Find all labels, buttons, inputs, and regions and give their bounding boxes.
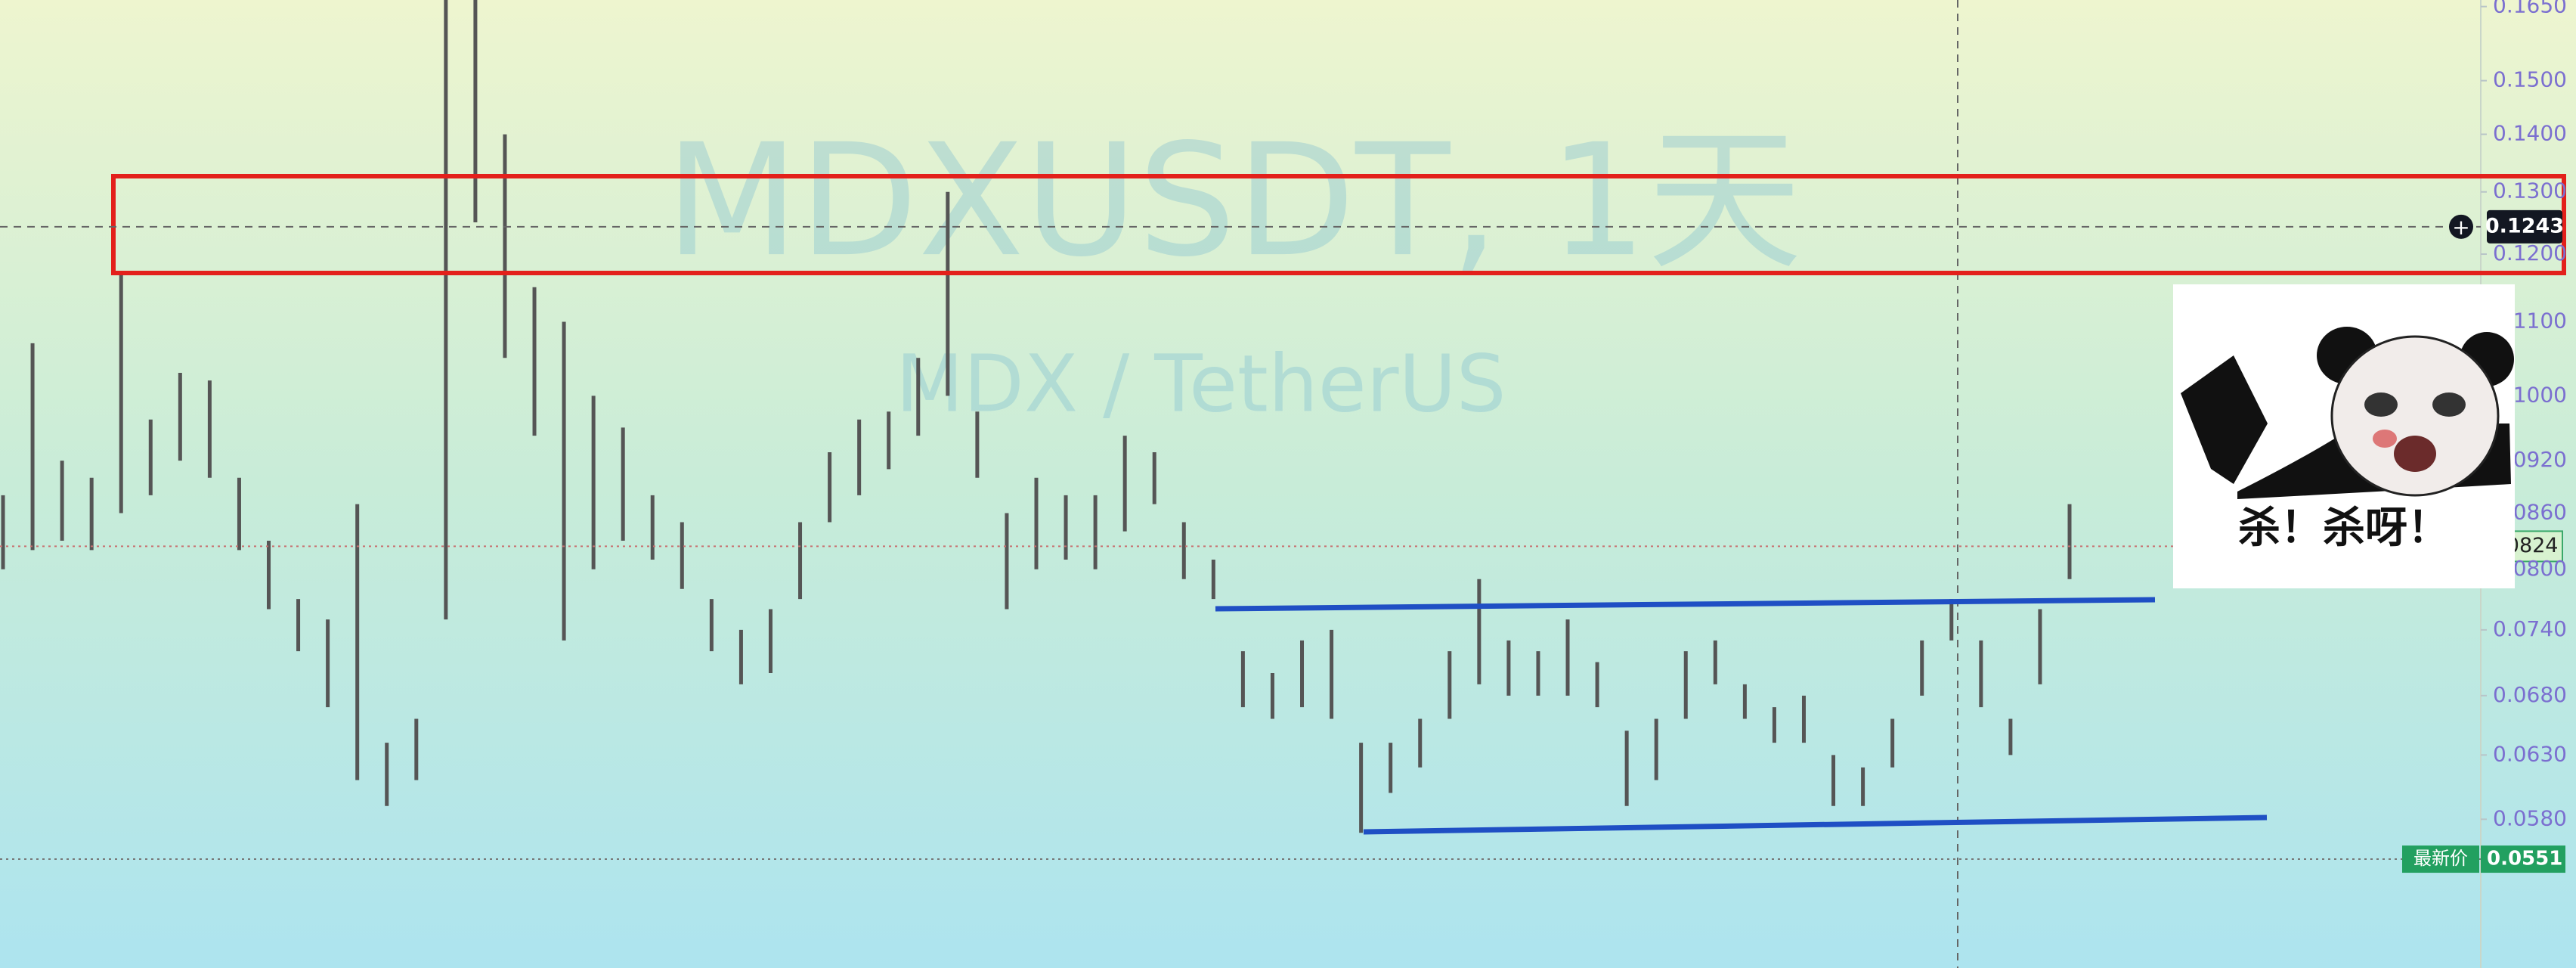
trend-line-upper xyxy=(1215,597,2156,612)
sticker-caption: 杀！杀呀！ xyxy=(2238,504,2450,553)
last-price-box xyxy=(2481,845,2565,873)
sticker: 杀！杀呀！ xyxy=(2173,284,2515,588)
y-tick-label: 0.1200 xyxy=(2493,240,2567,265)
y-tick-label: 0.1300 xyxy=(2493,178,2567,203)
crosshair-price-box xyxy=(2487,209,2562,244)
y-tick-label: 0.0630 xyxy=(2493,741,2567,766)
watermark-title: MDXUSDT, 1天 xyxy=(665,111,1802,291)
last-price-tag xyxy=(2402,845,2479,873)
panda-eye xyxy=(2432,392,2466,417)
y-tick-label: 0.0740 xyxy=(2493,616,2567,641)
panda-mouth xyxy=(2394,436,2436,472)
panda-nose xyxy=(2373,430,2397,448)
y-tick-label: 0.1650 xyxy=(2493,0,2567,18)
highlight-box xyxy=(111,174,2566,275)
panda-face xyxy=(2330,335,2500,497)
panda-eye xyxy=(2364,392,2398,417)
y-tick-label: 0.1400 xyxy=(2493,121,2567,146)
y-tick-label: 0.1500 xyxy=(2493,67,2567,92)
last-price: 0.0551 xyxy=(2487,848,2562,870)
crosshair-plus xyxy=(2449,214,2473,239)
y-tick-label: 0.0680 xyxy=(2493,682,2567,707)
crosshair-plus-sign: + xyxy=(2452,215,2469,240)
cleaver xyxy=(2181,355,2268,484)
y-tick-label: 0.0580 xyxy=(2493,805,2567,830)
trend-line-lower xyxy=(1363,814,2268,835)
crosshair-price: 0.1243 xyxy=(2485,214,2564,237)
watermark-subtitle: MDX / TetherUS xyxy=(896,337,1506,430)
price-bars xyxy=(1,0,2072,833)
last-price-label: 最新价 xyxy=(2413,848,2468,869)
